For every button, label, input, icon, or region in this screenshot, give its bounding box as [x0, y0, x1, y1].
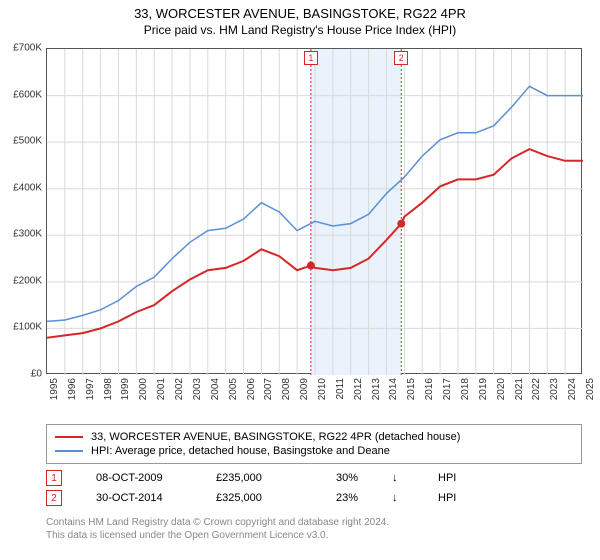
chart-marker-badge: 2 — [394, 51, 408, 65]
y-tick-label: £500K — [13, 136, 42, 147]
y-axis-labels: £0£100K£200K£300K£400K£500K£600K£700K — [0, 48, 44, 374]
x-tick-label: 2023 — [549, 378, 560, 400]
x-tick-label: 2024 — [567, 378, 578, 400]
x-tick-label: 1997 — [85, 378, 96, 400]
x-tick-label: 2021 — [514, 378, 525, 400]
x-tick-label: 2003 — [192, 378, 203, 400]
sale-marker-badge: 1 — [46, 470, 62, 486]
x-tick-label: 2008 — [281, 378, 292, 400]
y-tick-label: £400K — [13, 182, 42, 193]
footer-attribution: Contains HM Land Registry data © Crown c… — [46, 516, 582, 542]
chart-subtitle: Price paid vs. HM Land Registry's House … — [0, 23, 600, 37]
legend-label: 33, WORCESTER AVENUE, BASINGSTOKE, RG22 … — [91, 431, 460, 443]
sale-price: £325,000 — [216, 492, 288, 504]
x-tick-label: 2022 — [531, 378, 542, 400]
x-tick-label: 2005 — [228, 378, 239, 400]
x-tick-label: 2000 — [138, 378, 149, 400]
x-tick-label: 2006 — [246, 378, 257, 400]
x-tick-label: 1999 — [120, 378, 131, 400]
legend-item: 33, WORCESTER AVENUE, BASINGSTOKE, RG22 … — [55, 431, 573, 443]
x-tick-label: 2014 — [388, 378, 399, 400]
y-tick-label: £100K — [13, 322, 42, 333]
x-tick-label: 2001 — [156, 378, 167, 400]
x-tick-label: 2010 — [317, 378, 328, 400]
y-tick-label: £0 — [31, 369, 42, 380]
x-axis-labels: 1995 1996 1997 1998 1999 2000 2001 2002 2003 2004… — [46, 376, 582, 420]
down-arrow-icon: ↓ — [392, 472, 404, 484]
x-tick-label: 2015 — [406, 378, 417, 400]
legend-swatch — [55, 450, 83, 452]
sale-date: 30-OCT-2014 — [96, 492, 182, 504]
y-tick-label: £200K — [13, 275, 42, 286]
x-tick-label: 2025 — [585, 378, 596, 400]
legend: 33, WORCESTER AVENUE, BASINGSTOKE, RG22 … — [46, 424, 582, 464]
legend-swatch — [55, 436, 83, 438]
x-tick-label: 2009 — [299, 378, 310, 400]
y-tick-label: £600K — [13, 89, 42, 100]
chart-container: 33, WORCESTER AVENUE, BASINGSTOKE, RG22 … — [0, 0, 600, 560]
x-tick-label: 1998 — [103, 378, 114, 400]
chart-svg — [47, 49, 583, 375]
x-tick-label: 2012 — [353, 378, 364, 400]
sale-date: 08-OCT-2009 — [96, 472, 182, 484]
x-tick-label: 2013 — [371, 378, 382, 400]
sale-marker-row: 2 30-OCT-2014 £325,000 23% ↓ HPI — [46, 490, 582, 506]
sale-marker-badge: 2 — [46, 490, 62, 506]
x-tick-label: 2004 — [210, 378, 221, 400]
footer-line1: Contains HM Land Registry data © Crown c… — [46, 516, 582, 529]
x-tick-label: 2002 — [174, 378, 185, 400]
x-tick-label: 2017 — [442, 378, 453, 400]
sale-hpi-label: HPI — [438, 492, 456, 504]
legend-item: HPI: Average price, detached house, Basi… — [55, 445, 573, 457]
x-tick-label: 2018 — [460, 378, 471, 400]
x-tick-label: 2019 — [478, 378, 489, 400]
sale-markers-table: 1 08-OCT-2009 £235,000 30% ↓ HPI 2 30-OCT-2014 £… — [46, 466, 582, 510]
legend-label: HPI: Average price, detached house, Basi… — [91, 445, 390, 457]
sale-price: £235,000 — [216, 472, 288, 484]
x-tick-label: 2016 — [424, 378, 435, 400]
sale-marker-row: 1 08-OCT-2009 £235,000 30% ↓ HPI — [46, 470, 582, 486]
down-arrow-icon: ↓ — [392, 492, 404, 504]
chart-marker-badge: 1 — [304, 51, 318, 65]
x-tick-label: 2007 — [263, 378, 274, 400]
y-tick-label: £300K — [13, 229, 42, 240]
chart-title: 33, WORCESTER AVENUE, BASINGSTOKE, RG22 … — [0, 6, 600, 21]
y-tick-label: £700K — [13, 43, 42, 54]
title-block: 33, WORCESTER AVENUE, BASINGSTOKE, RG22 … — [0, 0, 600, 37]
x-tick-label: 2011 — [335, 378, 346, 400]
sale-hpi-label: HPI — [438, 472, 456, 484]
x-tick-label: 1996 — [67, 378, 78, 400]
sale-pct: 30% — [322, 472, 358, 484]
x-tick-label: 2020 — [496, 378, 507, 400]
footer-line2: This data is licensed under the Open Gov… — [46, 529, 582, 542]
chart-plot-area: 12 — [46, 48, 582, 374]
sale-pct: 23% — [322, 492, 358, 504]
x-tick-label: 1995 — [49, 378, 60, 400]
